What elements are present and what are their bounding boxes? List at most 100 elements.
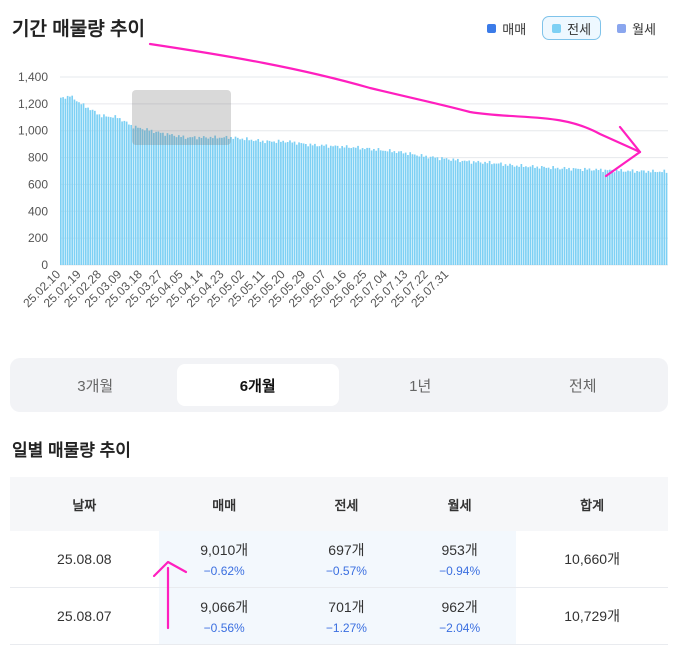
- bar: [121, 121, 123, 265]
- bar: [382, 150, 384, 265]
- bar: [368, 147, 371, 265]
- bar: [570, 170, 573, 265]
- bar: [654, 171, 657, 265]
- bar: [568, 167, 570, 265]
- bar: [171, 134, 173, 265]
- legend-item-sale[interactable]: 매매: [477, 16, 537, 40]
- legend-item-jeonse[interactable]: 전세: [542, 16, 602, 40]
- column-header-monthly: 월세: [403, 477, 517, 531]
- bar: [159, 132, 162, 265]
- bar: [352, 147, 355, 265]
- column-header-total: 합계: [516, 477, 668, 531]
- bar: [205, 137, 207, 265]
- bar: [491, 164, 493, 265]
- bar: [98, 114, 101, 266]
- bar: [200, 137, 203, 265]
- bar: [89, 110, 92, 265]
- cell-monthly: 953개 −0.94%: [403, 531, 517, 588]
- bar: [627, 170, 629, 265]
- bar: [264, 143, 266, 265]
- bar: [377, 148, 380, 265]
- tab-1-year[interactable]: 1년: [409, 377, 432, 395]
- bar: [452, 158, 455, 265]
- bar: [506, 165, 509, 265]
- bar: [645, 172, 647, 265]
- bar: [418, 156, 421, 265]
- listing-trend-chart: 02004006008001,0001,2001,40025.02.1025.0…: [18, 70, 668, 310]
- bar: [547, 167, 550, 265]
- bar: [581, 171, 584, 265]
- bar: [422, 156, 425, 265]
- bar: [316, 146, 319, 265]
- y-tick-label: 800: [28, 151, 48, 165]
- bar: [343, 147, 346, 265]
- bar: [588, 168, 591, 265]
- bar: [561, 168, 564, 265]
- bar: [463, 160, 466, 265]
- bar: [252, 141, 255, 265]
- cell-jeonse-count: 697개: [328, 542, 365, 558]
- bar: [457, 158, 459, 265]
- y-tick-label: 0: [41, 258, 48, 272]
- bar: [522, 166, 525, 265]
- cell-monthly: 962개 −2.04%: [403, 587, 517, 645]
- bar: [284, 142, 287, 265]
- cell-sale: 9,010개 −0.62%: [158, 531, 290, 588]
- bar: [103, 114, 105, 266]
- bar: [536, 166, 539, 265]
- bar: [96, 114, 98, 265]
- bar: [175, 137, 178, 265]
- bar: [223, 137, 226, 265]
- cell-jeonse-change: −0.57%: [325, 564, 367, 578]
- bar: [134, 125, 137, 265]
- bar: [481, 163, 484, 265]
- bar: [125, 121, 128, 265]
- cell-jeonse: 701개 −1.27%: [289, 587, 404, 645]
- tab-6-months[interactable]: 6개월: [176, 364, 339, 406]
- bar: [400, 151, 402, 265]
- bar: [341, 146, 343, 265]
- cell-total: 10,660개: [516, 531, 668, 588]
- tab-all[interactable]: 전체: [568, 377, 597, 395]
- legend-swatch-monthly: [617, 23, 627, 33]
- column-header-date: 날짜: [10, 477, 159, 531]
- bar: [618, 171, 620, 265]
- y-tick-label: 200: [28, 231, 48, 245]
- cell-total: 10,729개: [516, 587, 668, 645]
- bar: [305, 144, 307, 265]
- bar: [75, 101, 78, 265]
- bar: [216, 138, 219, 265]
- bar: [66, 95, 69, 265]
- bar: [295, 144, 298, 265]
- legend-item-monthly[interactable]: 월세: [607, 16, 666, 40]
- bar: [518, 166, 520, 265]
- bar: [497, 163, 500, 265]
- bar: [232, 138, 235, 265]
- bar: [461, 160, 464, 265]
- bar: [434, 157, 436, 265]
- bar: [323, 145, 325, 265]
- bar: [157, 131, 160, 265]
- cell-monthly-change: −0.94%: [439, 564, 481, 578]
- bar: [332, 146, 334, 265]
- bar: [593, 170, 595, 265]
- bar: [479, 162, 482, 265]
- bar: [447, 159, 450, 265]
- bar: [248, 140, 250, 265]
- bar: [236, 137, 239, 265]
- bar: [128, 124, 130, 265]
- bar: [286, 141, 289, 265]
- bar: [402, 153, 405, 265]
- bar: [606, 170, 609, 265]
- bar: [545, 167, 548, 265]
- bar: [436, 157, 439, 265]
- bar: [241, 138, 244, 265]
- bar: [574, 168, 577, 265]
- bar: [84, 107, 87, 265]
- bar: [395, 153, 398, 265]
- bar: [107, 116, 110, 266]
- table-header-row: 날짜 매매 전세 월세 합계: [10, 477, 668, 531]
- bar: [177, 135, 180, 265]
- bar: [307, 146, 309, 265]
- tab-3-months[interactable]: 3개월: [77, 377, 114, 395]
